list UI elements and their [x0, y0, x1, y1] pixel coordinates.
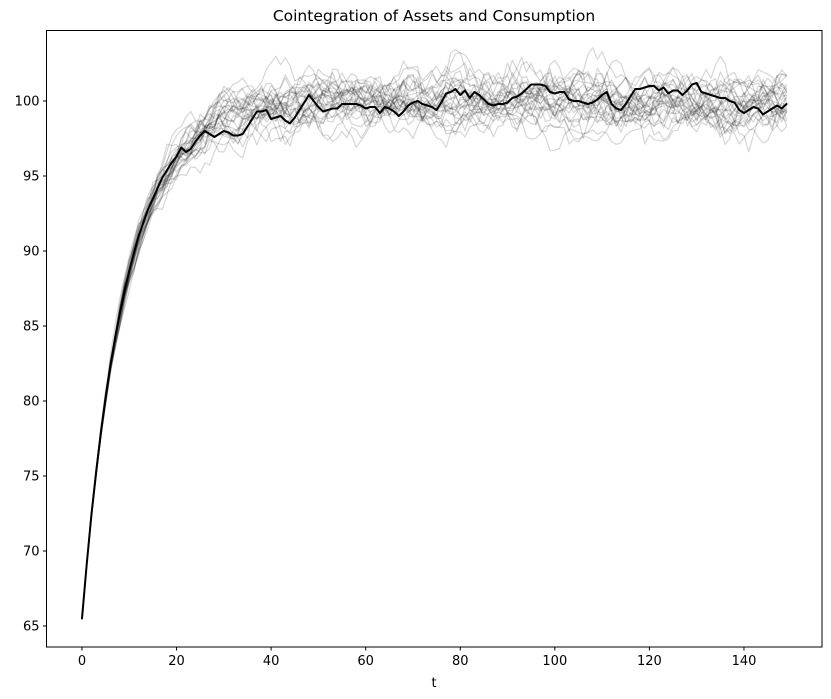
- simulation-path: [81, 81, 788, 620]
- x-tick-label: 60: [357, 654, 374, 669]
- simulation-path: [81, 59, 788, 620]
- y-tick-label: 100: [15, 94, 40, 109]
- simulation-path: [81, 72, 788, 620]
- simulation-path: [81, 48, 788, 620]
- simulation-path: [81, 66, 788, 620]
- simulation-path: [81, 88, 788, 620]
- simulation-path: [81, 76, 788, 620]
- simulation-path: [81, 68, 788, 620]
- x-tick-label: 140: [732, 654, 757, 669]
- simulation-path: [81, 65, 788, 620]
- y-tick-label: 85: [23, 319, 40, 334]
- chart-title: Cointegration of Assets and Consumption: [273, 7, 595, 25]
- y-tick-label: 80: [23, 394, 40, 409]
- x-tick-label: 100: [542, 654, 567, 669]
- axes-frame: [46, 30, 823, 648]
- y-tick-label: 70: [23, 544, 40, 559]
- simulation-path: [81, 68, 788, 620]
- simulation-path: [81, 77, 788, 620]
- simulation-path: [81, 69, 788, 620]
- simulation-path: [81, 72, 788, 620]
- y-tick-label: 75: [23, 469, 40, 484]
- simulation-path: [81, 55, 788, 620]
- simulation-path: [81, 67, 788, 620]
- simulation-path: [81, 60, 788, 620]
- x-tick-label: 0: [78, 654, 86, 669]
- x-tick-label: 80: [452, 654, 469, 669]
- simulation-path: [81, 80, 788, 620]
- y-tick-label: 90: [23, 244, 40, 259]
- simulation-path: [81, 51, 788, 620]
- simulation-path: [81, 67, 788, 620]
- simulation-path: [81, 64, 788, 620]
- simulation-path: [81, 55, 788, 620]
- simulation-path: [81, 77, 788, 620]
- simulation-path: [81, 47, 788, 620]
- y-axis-ticks: 65 70 75 80 85 90 95 100: [15, 94, 47, 634]
- x-tick-label: 40: [263, 654, 280, 669]
- x-axis-label: t: [431, 676, 436, 691]
- x-tick-label: 120: [637, 654, 662, 669]
- simulation-path: [81, 56, 788, 620]
- highlighted-path: [81, 82, 788, 620]
- simulation-path: [81, 74, 788, 620]
- simulation-paths: [81, 47, 788, 620]
- highlighted-path-line: [81, 82, 788, 620]
- y-tick-label: 65: [23, 619, 40, 634]
- simulation-path: [81, 62, 788, 620]
- y-tick-label: 95: [23, 169, 40, 184]
- simulation-path: [81, 59, 788, 620]
- x-axis-ticks: 0 20 40 60 80 100 120 140: [78, 647, 757, 669]
- x-tick-label: 20: [168, 654, 185, 669]
